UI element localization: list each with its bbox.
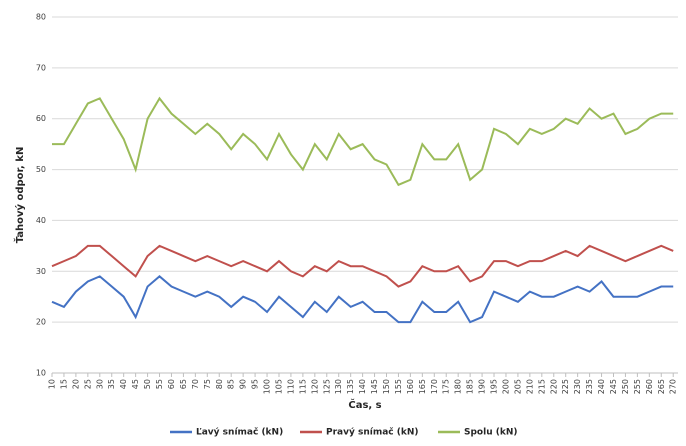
x-tick-label: 130 xyxy=(334,379,343,394)
x-tick-label: 95 xyxy=(251,379,260,389)
x-tick-label: 200 xyxy=(501,379,510,394)
x-tick-label: 125 xyxy=(322,379,331,394)
x-tick-label: 145 xyxy=(370,379,379,394)
x-tick-label: 115 xyxy=(298,379,307,394)
x-tick-label: 20 xyxy=(71,379,80,389)
y-axis-label: Ťahový odpor, kN xyxy=(13,147,26,244)
x-tick-label: 155 xyxy=(394,379,403,394)
x-tick-label: 235 xyxy=(585,379,594,394)
x-tick-label: 85 xyxy=(227,379,236,389)
x-tick-label: 220 xyxy=(549,379,558,394)
series-line xyxy=(51,275,674,324)
x-tick-label: 260 xyxy=(645,379,654,394)
y-tick-label: 80 xyxy=(36,13,46,22)
x-tick-label: 190 xyxy=(478,379,487,394)
legend-label: Ľavý snímač (kN) xyxy=(196,427,283,438)
x-tick-label: 215 xyxy=(537,379,546,394)
x-tick-label: 160 xyxy=(406,379,415,394)
y-tick-label: 70 xyxy=(36,63,46,72)
y-tick-label: 20 xyxy=(36,318,46,327)
x-tick-label: 30 xyxy=(95,379,104,389)
x-tick-label: 225 xyxy=(561,379,570,394)
x-tick-label: 230 xyxy=(573,379,582,394)
x-axis-label: Čas, s xyxy=(348,398,381,411)
x-tick-label: 90 xyxy=(239,379,248,389)
x-tick-label: 135 xyxy=(346,379,355,394)
x-tick-label: 70 xyxy=(191,379,200,389)
legend-label: Pravý snímač (kN) xyxy=(326,427,419,438)
x-tick-label: 245 xyxy=(609,379,618,394)
x-tick-label: 195 xyxy=(490,379,499,394)
x-tick-label: 265 xyxy=(657,379,666,394)
x-tick-label: 105 xyxy=(274,379,283,394)
x-tick-label: 10 xyxy=(48,379,57,389)
x-tick-label: 140 xyxy=(358,379,367,394)
x-tick-label: 60 xyxy=(167,379,176,389)
x-tick-label: 50 xyxy=(143,379,152,389)
y-tick-label: 10 xyxy=(36,369,46,378)
y-tick-label: 50 xyxy=(36,165,46,174)
x-tick-label: 205 xyxy=(513,379,522,394)
legend-label: Spolu (kN) xyxy=(464,428,517,438)
x-tick-label: 175 xyxy=(442,379,451,394)
x-tick-label: 65 xyxy=(179,379,188,389)
x-tick-label: 165 xyxy=(418,379,427,394)
x-tick-label: 100 xyxy=(263,379,272,394)
x-tick-label: 150 xyxy=(382,379,391,394)
x-tick-label: 270 xyxy=(669,379,678,394)
x-tick-label: 15 xyxy=(59,379,68,389)
x-tick-label: 240 xyxy=(597,379,606,394)
y-tick-label: 30 xyxy=(36,267,46,276)
x-tick-label: 40 xyxy=(119,379,128,389)
x-tick-label: 120 xyxy=(310,379,319,394)
x-tick-label: 185 xyxy=(466,379,475,394)
series-line xyxy=(51,244,674,288)
x-tick-label: 170 xyxy=(430,379,439,394)
x-tick-label: 110 xyxy=(286,379,295,394)
y-tick-label: 40 xyxy=(36,216,46,225)
x-tick-label: 180 xyxy=(454,379,463,394)
x-tick-label: 255 xyxy=(633,379,642,394)
x-tick-label: 55 xyxy=(155,379,164,389)
x-tick-label: 45 xyxy=(131,379,140,389)
x-tick-label: 210 xyxy=(525,379,534,394)
x-tick-label: 80 xyxy=(215,379,224,389)
x-tick-label: 75 xyxy=(203,379,212,389)
x-tick-label: 250 xyxy=(621,379,630,394)
series-line xyxy=(52,96,674,187)
y-tick-label: 60 xyxy=(36,114,46,123)
x-tick-label: 35 xyxy=(107,379,116,389)
x-tick-label: 25 xyxy=(83,379,92,389)
